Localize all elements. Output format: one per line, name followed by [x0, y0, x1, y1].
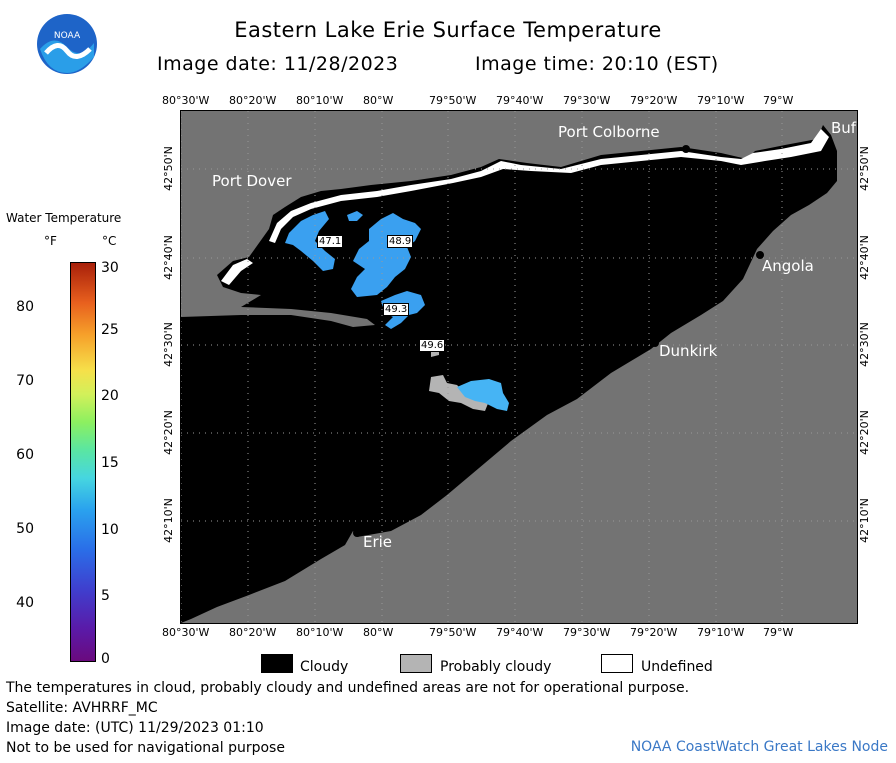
footer-nav-warning: Not to be used for navigational purpose [6, 740, 285, 756]
legend-label-undefined: Undefined [641, 659, 713, 675]
temperature-colorbar [70, 262, 96, 662]
celsius-tick-30: 30 [101, 260, 119, 276]
celsius-tick-15: 15 [101, 455, 119, 471]
port-colborne-dot [682, 145, 690, 153]
place-angola: Angola [762, 257, 814, 275]
lon-label-bottom-0: 80°30'W [162, 626, 210, 639]
lon-label-bottom-5: 79°40'W [496, 626, 544, 639]
lat-label-left-2: 42°30'N [161, 322, 175, 367]
legend-swatch-probably-cloudy [400, 654, 432, 673]
lat-label-left-1: 42°40'N [161, 235, 175, 280]
dunkirk-dot [651, 339, 659, 347]
footer-satellite: Satellite: AVHRRF_MC [6, 700, 158, 716]
lon-label-top-7: 79°20'W [630, 94, 678, 107]
unit-celsius: °C [102, 234, 117, 248]
lon-label-top-3: 80°W [363, 94, 394, 107]
lat-label-left-4: 42°10'N [161, 498, 175, 543]
angola-dot [756, 251, 764, 259]
water-patch-5 [347, 211, 363, 221]
place-port-dover: Port Dover [212, 172, 292, 190]
erie-dot [353, 529, 361, 537]
lat-label-right-1: 42°40'N [857, 235, 871, 280]
celsius-tick-10: 10 [101, 522, 119, 538]
lon-label-top-2: 80°10'W [296, 94, 344, 107]
image-time: Image time: 20:10 (EST) [475, 53, 719, 75]
temp-label-3: 49.3 [383, 303, 410, 316]
lon-label-bottom-3: 80°W [363, 626, 394, 639]
place-erie: Erie [363, 533, 393, 551]
footer-credit: NOAA CoastWatch Great Lakes Node [630, 739, 888, 755]
lon-label-bottom-4: 79°50'W [429, 626, 477, 639]
place-buffalo: Buf [831, 119, 857, 137]
footer-disclaimer: The temperatures in cloud, probably clou… [6, 680, 690, 696]
lat-label-left-0: 42°50'N [161, 146, 175, 191]
lon-label-top-4: 79°50'W [429, 94, 477, 107]
lon-label-bottom-6: 79°30'W [563, 626, 611, 639]
lat-lon-grid [180, 111, 857, 623]
place-dunkirk: Dunkirk [659, 342, 718, 360]
undefined-dover-shore [221, 259, 253, 285]
lon-label-top-6: 79°30'W [563, 94, 611, 107]
lon-label-top-0: 80°30'W [162, 94, 210, 107]
lat-label-left-3: 42°20'N [161, 410, 175, 455]
probably-cloudy-2 [429, 375, 489, 411]
noaa-logo: NOAA [36, 13, 98, 75]
fahrenheit-tick-50: 50 [16, 521, 34, 537]
fahrenheit-tick-70: 70 [16, 373, 34, 389]
celsius-tick-0: 0 [101, 651, 110, 667]
lake-cloud [181, 125, 837, 623]
legend-swatch-cloudy [261, 654, 293, 673]
map-canvas [180, 111, 857, 623]
lon-label-bottom-2: 80°10'W [296, 626, 344, 639]
undefined-north-shore [269, 129, 829, 243]
lat-label-right-4: 42°10'N [857, 498, 871, 543]
lon-label-top-1: 80°20'W [229, 94, 277, 107]
lat-label-right-0: 42°50'N [857, 146, 871, 191]
place-port-colborne: Port Colborne [558, 123, 660, 141]
lon-label-top-9: 79°W [763, 94, 794, 107]
temp-label-1: 47.1 [317, 235, 344, 248]
water-patch-4 [457, 379, 509, 411]
celsius-tick-25: 25 [101, 322, 119, 338]
unit-fahrenheit: °F [44, 234, 57, 248]
legend-swatch-undefined [601, 654, 633, 673]
footer-utc-date: Image date: (UTC) 11/29/2023 01:10 [6, 720, 264, 736]
image-date: Image date: 11/28/2023 [157, 53, 399, 75]
lon-label-bottom-9: 79°W [763, 626, 794, 639]
lon-label-top-5: 79°40'W [496, 94, 544, 107]
colorbar-title: Water Temperature [6, 211, 122, 225]
water-patch-2 [351, 213, 421, 297]
lat-label-right-2: 42°30'N [857, 322, 871, 367]
lon-label-bottom-8: 79°10'W [697, 626, 745, 639]
celsius-tick-5: 5 [101, 588, 110, 604]
lon-label-bottom-1: 80°20'W [229, 626, 277, 639]
temp-label-4: 49.6 [419, 339, 446, 352]
long-point [181, 307, 375, 327]
fahrenheit-tick-80: 80 [16, 299, 34, 315]
water-patch-1 [285, 211, 335, 271]
map-title: Eastern Lake Erie Surface Temperature [234, 18, 662, 42]
fahrenheit-tick-40: 40 [16, 595, 34, 611]
lon-label-bottom-7: 79°20'W [630, 626, 678, 639]
map-panel: 47.1 48.9 49.3 49.6 Port Colborne Port D… [180, 110, 858, 624]
fahrenheit-tick-60: 60 [16, 447, 34, 463]
celsius-tick-20: 20 [101, 388, 119, 404]
temp-label-2: 48.9 [387, 235, 414, 248]
lon-label-top-8: 79°10'W [697, 94, 745, 107]
legend-label-probably-cloudy: Probably cloudy [440, 659, 552, 675]
legend-label-cloudy: Cloudy [300, 659, 349, 675]
lat-label-right-3: 42°20'N [857, 410, 871, 455]
logo-text: NOAA [54, 31, 81, 41]
